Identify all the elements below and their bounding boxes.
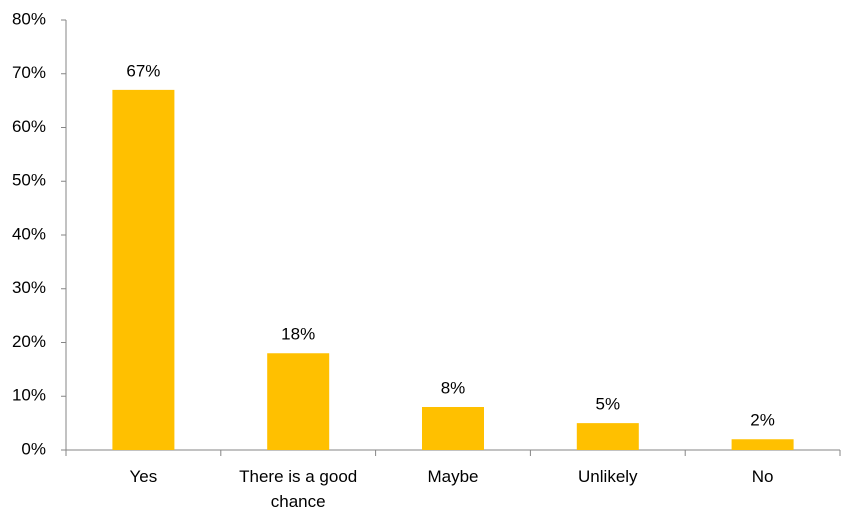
x-tick-label: There is a good chance [239,467,358,511]
x-tick-label-box: No [751,467,774,486]
y-tick-label: 10% [12,386,46,405]
y-tick-label: 50% [12,171,46,190]
x-tick-label-box: Yes [129,467,158,486]
y-tick-label: 20% [12,332,46,351]
data-label: 2% [750,411,775,430]
x-tick-label: Unlikely [578,467,638,486]
bar [112,89,175,450]
bar [576,423,639,450]
data-label: 5% [596,395,621,414]
y-tick-label: 0% [21,439,46,458]
y-tick-label: 80% [12,9,46,28]
y-tick-label: 30% [12,278,46,297]
bar [731,439,794,450]
x-tick-label: Yes [129,467,158,486]
y-tick-label: 40% [12,224,46,243]
x-tick-label-box: Unlikely [578,467,638,486]
data-label: 18% [281,325,315,344]
x-tick-label-box: Maybe [427,467,479,486]
x-tick-label-box: There is a good chance [239,467,358,511]
x-tick-label: Maybe [427,467,479,486]
data-label: 67% [126,61,160,80]
y-tick-label: 70% [12,63,46,82]
x-tick-label: No [751,467,774,486]
bar [422,407,484,450]
data-label: 8% [441,378,466,397]
bar [267,353,330,450]
y-tick-label: 60% [12,117,46,136]
